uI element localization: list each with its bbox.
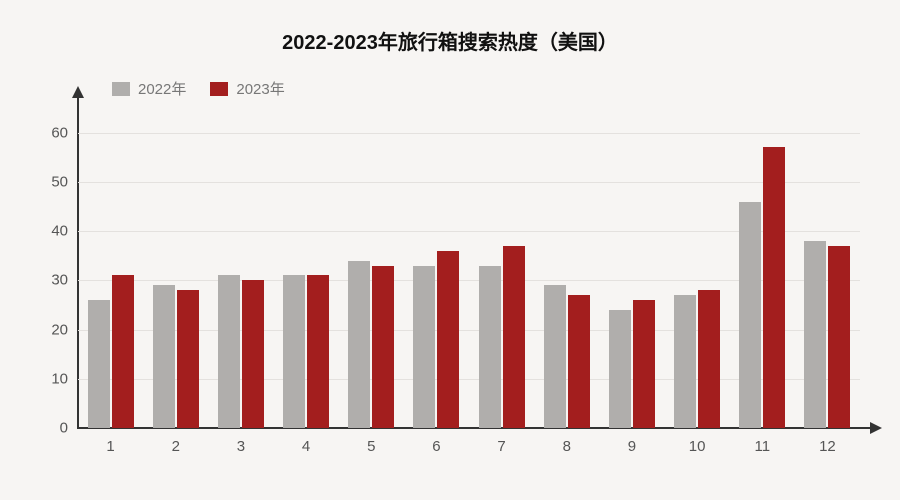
- gridline: [78, 182, 860, 183]
- chart-title: 2022-2023年旅行箱搜索热度（美国）: [0, 26, 900, 55]
- bar: [413, 266, 435, 428]
- bar: [804, 241, 826, 428]
- y-tick-label: 30: [51, 272, 78, 289]
- y-tick-label: 10: [51, 370, 78, 387]
- bar: [242, 280, 264, 428]
- legend-label: 2022年: [138, 78, 186, 99]
- bar: [437, 251, 459, 428]
- legend-swatch: [210, 82, 228, 96]
- gridline: [78, 133, 860, 134]
- x-tick-label: 10: [689, 428, 706, 455]
- x-tick-label: 9: [628, 428, 636, 455]
- legend-swatch: [112, 82, 130, 96]
- bar: [544, 285, 566, 428]
- x-tick-label: 11: [754, 428, 770, 455]
- bar: [698, 290, 720, 428]
- y-axis-arrow-icon: [72, 86, 84, 98]
- bar: [283, 275, 305, 428]
- bar: [503, 246, 525, 428]
- bar: [609, 310, 631, 428]
- x-tick-label: 3: [237, 428, 245, 455]
- bar: [177, 290, 199, 428]
- chart-container: 2022-2023年旅行箱搜索热度（美国） 2022年2023年 0102030…: [0, 0, 900, 500]
- bar: [479, 266, 501, 428]
- x-tick-label: 8: [563, 428, 571, 455]
- y-tick-label: 50: [51, 173, 78, 190]
- bar: [674, 295, 696, 428]
- y-tick-label: 20: [51, 321, 78, 338]
- plot-area: 0102030405060123456789101112: [78, 108, 860, 428]
- legend-item: 2023年: [210, 78, 284, 99]
- bar: [372, 266, 394, 428]
- bar: [828, 246, 850, 428]
- x-tick-label: 2: [172, 428, 180, 455]
- y-tick-label: 40: [51, 223, 78, 240]
- bar: [307, 275, 329, 428]
- bar: [763, 147, 785, 428]
- x-tick-label: 1: [106, 428, 114, 455]
- bar: [739, 202, 761, 428]
- legend-label: 2023年: [236, 78, 284, 99]
- x-tick-label: 6: [432, 428, 440, 455]
- bar: [153, 285, 175, 428]
- legend-item: 2022年: [112, 78, 186, 99]
- x-axis-arrow-icon: [870, 422, 882, 434]
- bar: [633, 300, 655, 428]
- bar: [568, 295, 590, 428]
- x-tick-label: 4: [302, 428, 310, 455]
- chart-legend: 2022年 2023年: [112, 78, 285, 99]
- x-tick-label: 12: [819, 428, 836, 455]
- x-tick-label: 5: [367, 428, 375, 455]
- bar: [88, 300, 110, 428]
- bar: [348, 261, 370, 428]
- bar: [218, 275, 240, 428]
- y-tick-label: 60: [51, 124, 78, 141]
- y-tick-label: 0: [60, 420, 78, 437]
- bar: [112, 275, 134, 428]
- x-tick-label: 7: [497, 428, 505, 455]
